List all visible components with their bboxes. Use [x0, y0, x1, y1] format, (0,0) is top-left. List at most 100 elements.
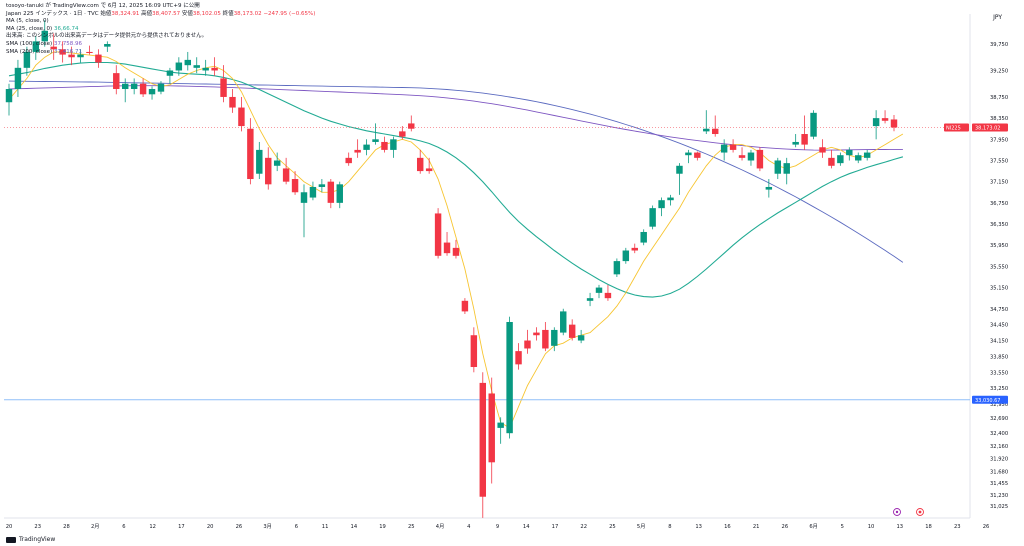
x-tick-label: 21 [753, 524, 760, 530]
candle-body [23, 51, 31, 68]
candle-body [756, 149, 764, 169]
candle-body [372, 139, 379, 142]
y-tick-label: 35,950 [990, 243, 1008, 249]
candle-body [488, 393, 495, 463]
x-tick-label: 6 [295, 524, 298, 530]
indicator-sma200[interactable]: SMA (200, close) 37,416.71 [6, 49, 315, 57]
candle-body [95, 54, 102, 63]
candle-body [291, 179, 299, 193]
candle-body [729, 144, 737, 150]
x-tick-label: 6 [122, 524, 125, 530]
indicator-label: SMA (100, close) [6, 40, 53, 47]
x-tick-label: 26 [782, 524, 789, 530]
y-tick-label: 36,350 [990, 222, 1008, 228]
x-tick-label: 14 [351, 524, 358, 530]
candle-body [32, 41, 40, 52]
indicator-label: MA (25, close, 0) [6, 25, 53, 32]
candle-body [890, 119, 898, 128]
low-label: 安値 [181, 10, 193, 17]
candle-body [863, 152, 871, 158]
candle-body [479, 382, 487, 497]
candle-body [658, 200, 665, 209]
candle-body [524, 340, 531, 349]
candle-body [86, 51, 93, 54]
candle-body [613, 261, 621, 275]
candle-body [184, 59, 192, 66]
candle-body [801, 134, 808, 145]
x-tick-label: 4月 [436, 523, 445, 530]
indicator-value: 37,758.96 [53, 40, 82, 47]
candle-body [175, 62, 183, 71]
x-tick-label: 16 [724, 524, 731, 530]
x-tick-label: 28 [63, 524, 70, 530]
horizontal-line-value: 33,030.67 [975, 398, 1000, 404]
x-tick-label: 14 [523, 524, 530, 530]
x-tick-label: 23 [34, 524, 41, 530]
candle-body [148, 89, 156, 95]
indicator-label: 出来高: このシンボルの出来高データはデータ提供元から提供されておりません。 [6, 33, 208, 40]
candle-body [470, 335, 478, 368]
candle-body [560, 311, 567, 333]
candle-body [399, 131, 406, 137]
x-tick-label: 22 [580, 524, 587, 530]
sma200-line [8, 80, 904, 263]
candle-body [14, 67, 22, 90]
candle-body [506, 321, 513, 434]
candle-body [327, 181, 335, 203]
y-tick-label: 37,950 [990, 137, 1008, 143]
candle-body [50, 46, 57, 50]
candle-body [68, 54, 75, 58]
candle-body [497, 422, 504, 428]
high-value: 38,407.57 [152, 10, 181, 17]
candle-body [354, 149, 361, 153]
x-tick-label: 12 [149, 524, 156, 530]
indicator-sma100[interactable]: SMA (100, close) 37,758.96 [6, 41, 315, 49]
horizontal-line-tag [972, 395, 1008, 404]
candle-body [765, 186, 773, 190]
y-tick-label: 31,025 [990, 504, 1008, 510]
indicator-label: MA (5, close, 0) [6, 18, 49, 25]
currency-label[interactable]: JPY [993, 14, 1002, 21]
x-tick-label: 11 [322, 524, 329, 530]
y-tick-label: 37,550 [990, 158, 1008, 164]
candle-body [792, 141, 799, 145]
chart-header: tosoyo-tanuki が TradingView.com で 6月 12,… [6, 3, 315, 56]
candle-body [872, 118, 880, 127]
y-tick-label: 34,450 [990, 323, 1008, 329]
candle-body [443, 242, 451, 254]
close-label: 終値 [222, 10, 234, 17]
candle-body [166, 70, 174, 76]
author-line: tosoyo-tanuki が TradingView.com で 6月 12,… [6, 3, 200, 9]
candle-body [139, 83, 147, 95]
tradingview-logo: TradingView [6, 536, 55, 543]
current-price-tag [972, 123, 1008, 132]
candle-body [694, 152, 701, 158]
y-tick-label: 32,400 [990, 431, 1008, 437]
candle-body [783, 163, 790, 174]
candle-body [533, 332, 540, 336]
y-tick-label: 33,550 [990, 370, 1008, 376]
indicator-ma25[interactable]: MA (25, close, 0) 36,66.74 [6, 26, 315, 34]
candle-body [381, 141, 388, 150]
y-tick-label: 32,690 [990, 416, 1008, 422]
x-tick-label: 23 [954, 524, 961, 530]
symbol-title[interactable]: Japan 225 インデックス · 1日 · TVC [6, 10, 99, 17]
ohlc-line: Japan 225 インデックス · 1日 · TVC 始値38,324.91 … [6, 11, 315, 19]
x-tick-label: 17 [552, 524, 559, 530]
event-marker-dot [895, 510, 899, 514]
candle-body [282, 168, 290, 182]
candle-body [193, 65, 200, 68]
candle-body [5, 89, 13, 103]
y-tick-label: 34,150 [990, 339, 1008, 345]
indicator-volume[interactable]: 出来高: このシンボルの出来高データはデータ提供元から提供されておりません。 [6, 33, 315, 41]
candle-body [77, 54, 84, 58]
open-value: 38,324.91 [111, 10, 140, 17]
candle-body [104, 44, 111, 47]
candle-body [434, 213, 442, 256]
y-tick-label: 39,750 [990, 42, 1008, 48]
y-tick-label: 31,230 [990, 493, 1008, 499]
candle-body [577, 335, 585, 341]
indicator-ma5[interactable]: MA (5, close, 0) [6, 18, 315, 26]
x-tick-label: 19 [379, 524, 386, 530]
